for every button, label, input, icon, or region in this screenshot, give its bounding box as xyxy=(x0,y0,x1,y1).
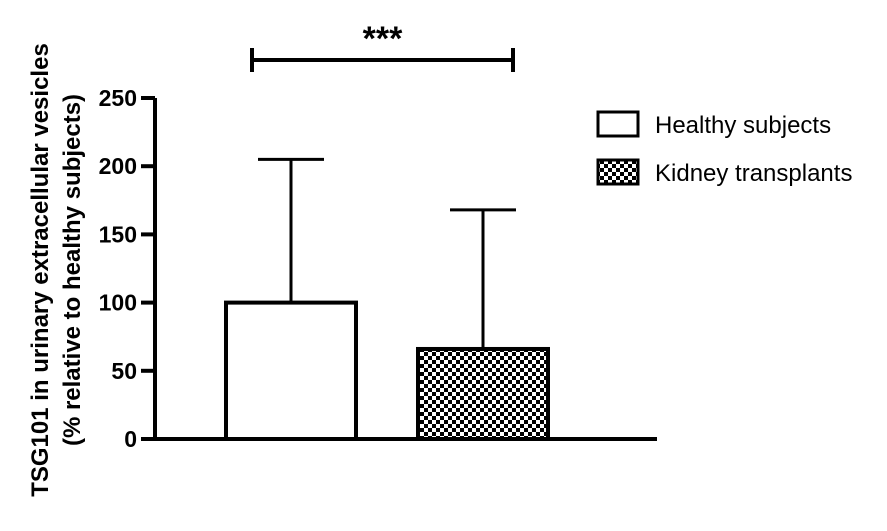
y-axis-ticks: 0 50 100 150 200 250 xyxy=(99,85,155,452)
bar-kidney-transplants xyxy=(416,346,550,442)
legend-swatch-healthy xyxy=(596,110,640,138)
legend-label-kidney: Kidney transplants xyxy=(655,160,852,187)
y-tick-label: 250 xyxy=(99,85,137,111)
y-tick-label: 150 xyxy=(99,221,137,247)
legend: Healthy subjects Kidney transplants xyxy=(596,110,852,187)
significance-label: *** xyxy=(363,20,403,58)
y-axis-title-line1: TSG101 in urinary extracellular vesicles xyxy=(27,43,54,497)
bar-healthy-subjects xyxy=(224,300,358,441)
y-axis-title-line2: (% relative to healthy subjects) xyxy=(59,94,86,446)
significance-bracket: *** xyxy=(250,20,515,72)
y-tick-label: 100 xyxy=(99,290,137,316)
error-bars-group xyxy=(258,157,516,349)
legend-label-healthy: Healthy subjects xyxy=(655,112,831,139)
y-tick-label: 50 xyxy=(111,358,137,384)
y-tick-label: 200 xyxy=(99,153,137,179)
legend-swatch-kidney xyxy=(596,158,640,186)
bars-group xyxy=(224,300,550,442)
y-tick-label: 0 xyxy=(124,426,137,452)
